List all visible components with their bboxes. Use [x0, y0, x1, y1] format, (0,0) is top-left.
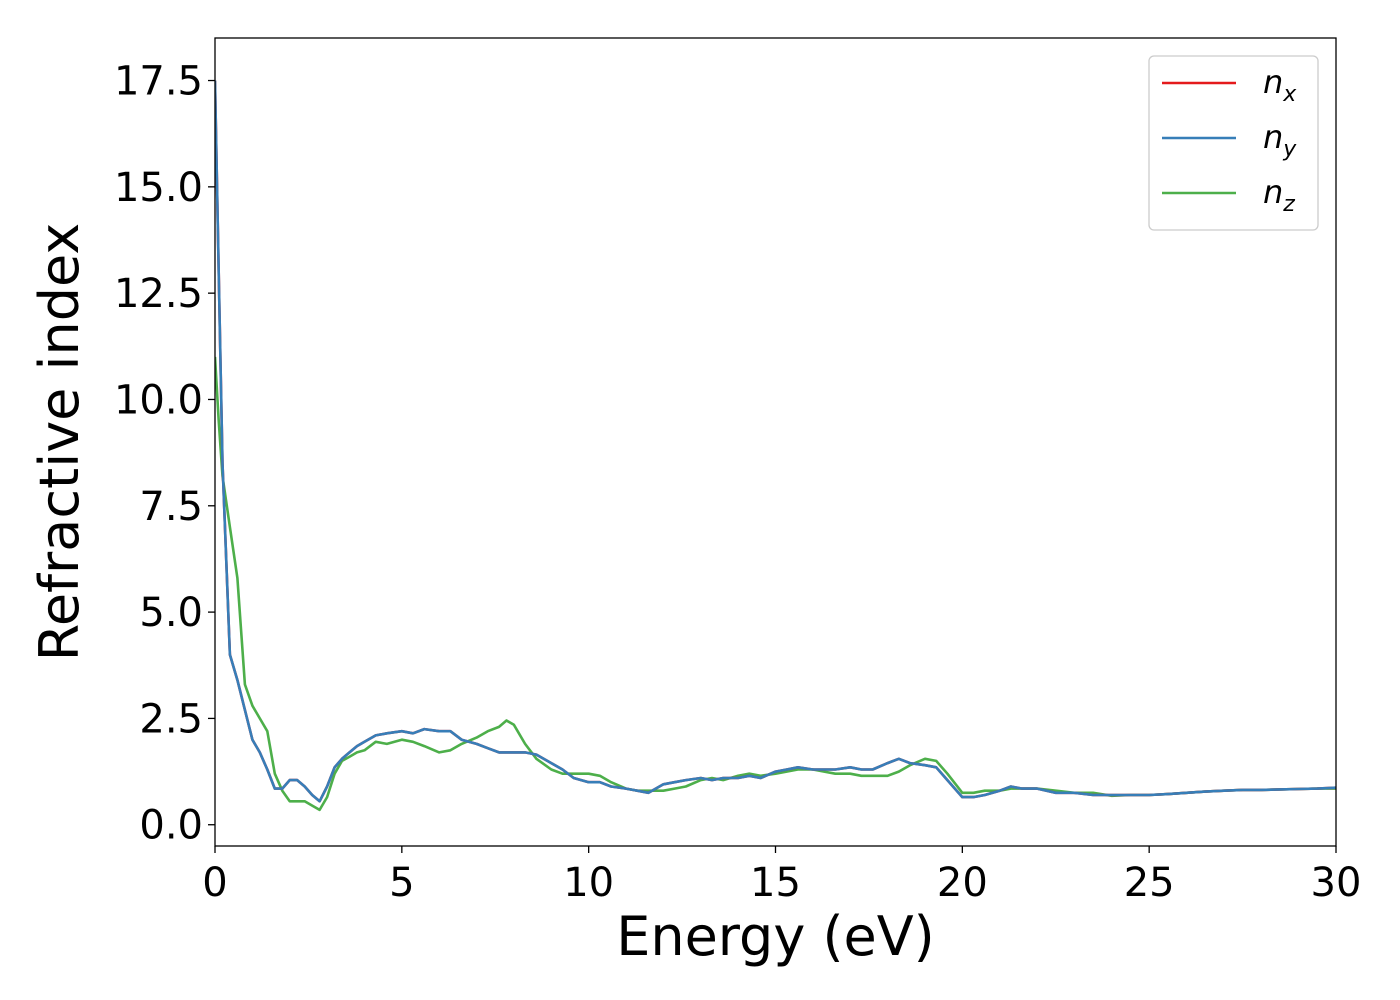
x-tick-label: 20	[937, 860, 988, 906]
x-tick-label: 5	[389, 860, 414, 906]
y-tick-label: 0.0	[139, 803, 203, 849]
y-tick-label: 12.5	[114, 271, 203, 317]
series-layer	[215, 80, 1336, 812]
y-tick-label: 2.5	[139, 696, 203, 742]
legend-label-ny: ny	[1263, 118, 1297, 162]
y-tick-label: 7.5	[139, 484, 203, 530]
ticks-layer: 0 5 10 15 20 25 30 0.0 2.5 5.0 7.5 10.0 12.5 15.0 17.5	[114, 59, 1362, 906]
x-tick-label: 0	[202, 860, 227, 906]
legend-box	[1148, 55, 1319, 231]
x-tick-label: 15	[750, 860, 801, 906]
y-tick-label: 5.0	[139, 590, 203, 636]
series-line-ny	[215, 80, 1336, 803]
y-tick-label: 10.0	[114, 377, 203, 423]
x-tick-label: 10	[563, 860, 614, 906]
y-axis-title: Refractive index	[28, 223, 91, 662]
series-line-nz	[215, 356, 1336, 812]
y-tick-label: 15.0	[114, 165, 203, 211]
legend-label-nx: nx	[1263, 63, 1297, 107]
x-tick-label: 25	[1124, 860, 1175, 906]
x-tick-label: 30	[1311, 860, 1362, 906]
legend-label-nz: nz	[1263, 173, 1295, 217]
y-tick-label: 17.5	[114, 59, 203, 105]
x-axis-title: Energy (eV)	[616, 905, 935, 968]
legend: nx ny nz	[1148, 55, 1319, 231]
